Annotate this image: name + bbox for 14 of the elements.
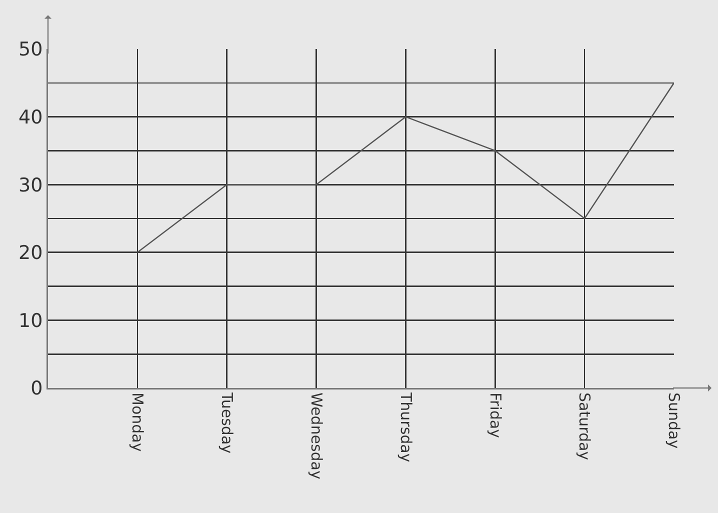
y-tick-label: 0 <box>30 378 43 400</box>
x-tick-label: Wednesday <box>307 392 326 480</box>
x-tick-label: Friday <box>486 392 504 438</box>
line-series <box>136 82 674 254</box>
y-tick-label: 40 <box>18 106 43 128</box>
x-tick-label: Saturday <box>576 392 594 460</box>
y-tick-label: 10 <box>18 310 43 332</box>
y-tick-label: 50 <box>18 38 43 61</box>
x-tick-label: Thursday <box>396 392 415 462</box>
x-tick-label: Tuesday <box>218 392 236 454</box>
x-tick-label: Monday <box>128 392 147 452</box>
y-tick-label: 30 <box>18 174 43 196</box>
x-tick-label: Sunday <box>665 392 684 449</box>
y-tick-label: 20 <box>18 242 43 264</box>
